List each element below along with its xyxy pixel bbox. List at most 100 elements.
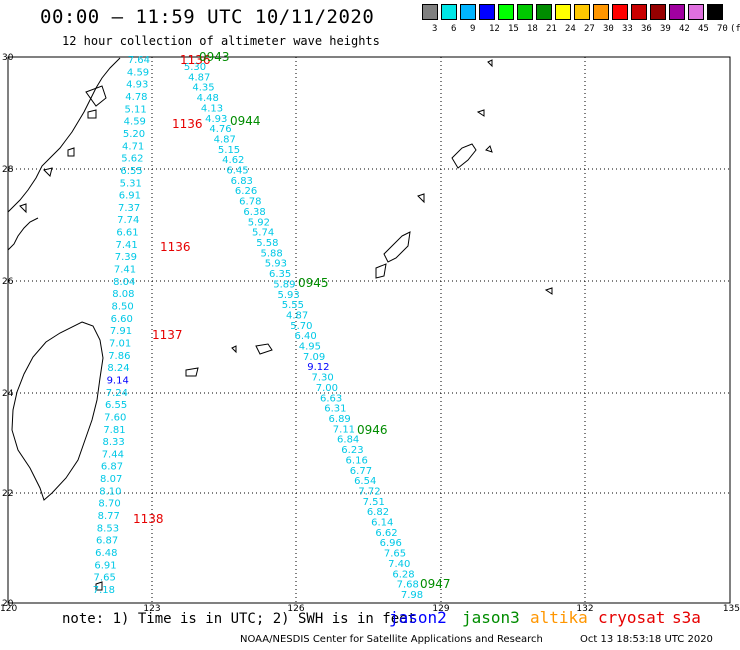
scale-swatch: [612, 4, 628, 20]
swh-value-west: 7.60: [104, 412, 126, 423]
scale-swatch: [479, 4, 495, 20]
swh-value-east: 5.55: [282, 300, 304, 311]
swh-value-east: 6.63: [320, 393, 342, 404]
swh-value-east: 4.95: [299, 342, 321, 353]
scale-label: 30: [603, 24, 614, 34]
swh-value-west: 8.70: [98, 499, 120, 510]
swh-value-east: 6.28: [392, 569, 414, 580]
swh-value-east: 6.23: [341, 445, 363, 456]
cryosat-time-label: 1136: [172, 117, 203, 131]
scale-label: 3: [432, 24, 438, 34]
scale-label: 6: [451, 24, 457, 34]
jason3-time-label: 0944: [230, 114, 261, 128]
swh-value-east: 5.74: [252, 228, 274, 239]
china-coastline: [7, 57, 121, 213]
swh-value-west: 6.48: [95, 548, 117, 559]
cryosat-time-label: 1136: [180, 53, 211, 67]
swh-value-east: 6.16: [346, 455, 368, 466]
swh-value-west: 8.08: [112, 289, 134, 300]
swh-value-west: 8.53: [97, 523, 119, 534]
swh-value-east: 4.76: [209, 124, 231, 135]
swh-value-east: 5.58: [256, 238, 278, 249]
swh-value-west: 8.50: [111, 302, 133, 313]
swh-value-west: 6.91: [119, 191, 141, 202]
swh-value-east: 6.40: [294, 331, 316, 342]
swh-value-east: 6.77: [350, 466, 372, 477]
swh-value-west: 5.31: [120, 178, 142, 189]
swh-value-west: 9.14: [107, 375, 129, 386]
swh-value-east: 6.78: [239, 197, 261, 208]
swh-value-west: 7.18: [93, 585, 115, 596]
map-frame: [7, 56, 731, 604]
latitude-label: 28: [2, 165, 14, 175]
longitude-label: 135: [723, 604, 740, 614]
swh-value-west: 6.55: [105, 400, 127, 411]
swh-value-east: 6.96: [380, 538, 402, 549]
swh-value-east: 6.35: [269, 269, 291, 280]
swh-value-west: 8.77: [98, 511, 120, 522]
swh-value-east: 7.11: [333, 424, 355, 435]
swh-value-east: 6.26: [235, 186, 257, 197]
cryosat-time-label: 1138: [133, 512, 164, 526]
latitude-label: 30: [2, 53, 14, 63]
mission-jason2: jason2: [389, 608, 447, 627]
longitude-label: 132: [576, 604, 593, 614]
jason3-time-label: 0946: [357, 423, 388, 437]
scale-label: 42: [679, 24, 690, 34]
scale-unit: (ft): [730, 24, 740, 34]
swh-value-east: 7.30: [312, 373, 334, 384]
latitude-label: 24: [2, 389, 14, 399]
swh-value-east: 9.12: [307, 362, 329, 373]
longitude-label: 126: [287, 604, 304, 614]
swh-value-east: 6.62: [375, 528, 397, 539]
scale-swatch: [593, 4, 609, 20]
swh-value-east: 5.89: [273, 279, 295, 290]
swh-value-east: 4.87: [188, 72, 210, 83]
credit-agency: NOAA/NESDIS Center for Satellite Applica…: [240, 634, 543, 645]
swh-value-east: 6.89: [329, 414, 351, 425]
taiwan-landmass: [11, 321, 104, 501]
swh-value-east: 5.88: [260, 248, 282, 259]
mission-cryosat: cryosat: [598, 608, 666, 627]
swh-value-west: 7.74: [117, 215, 139, 226]
scale-label: 24: [565, 24, 576, 34]
swh-value-east: 4.87: [214, 134, 236, 145]
swh-value-east: 7.65: [384, 549, 406, 560]
scale-label: 12: [489, 24, 500, 34]
swh-value-east: 7.40: [388, 559, 410, 570]
jason3-time-label: 0947: [420, 577, 451, 591]
scale-swatch: [669, 4, 685, 20]
swh-value-east: 7.00: [316, 383, 338, 394]
swh-value-east: 4.35: [192, 83, 214, 94]
swh-value-east: 6.14: [371, 518, 393, 529]
swh-value-east: 6.31: [324, 404, 346, 415]
scale-label: 39: [660, 24, 671, 34]
scale-swatch: [555, 4, 571, 20]
legend-note: note: 1) Time is in UTC; 2) SWH is in fe…: [62, 611, 417, 627]
swh-value-west: 7.24: [106, 388, 128, 399]
jason3-time-label: 0943: [199, 50, 230, 64]
swh-value-west: 7.91: [110, 326, 132, 337]
scale-swatch: [536, 4, 552, 20]
swh-value-west: 4.59: [124, 117, 146, 128]
swh-value-east: 4.62: [222, 155, 244, 166]
swh-value-east: 5.93: [265, 259, 287, 270]
scale-label: 33: [622, 24, 633, 34]
satellite-tracks: 7.644.594.934.785.114.595.204.715.626.55…: [93, 50, 451, 601]
longitude-label: 123: [143, 604, 160, 614]
scale-swatch: [650, 4, 666, 20]
swh-value-east: 7.98: [401, 590, 423, 601]
scale-label: 21: [546, 24, 557, 34]
swh-value-east: 4.87: [286, 310, 308, 321]
swh-value-west: 8.04: [113, 277, 135, 288]
swh-value-west: 7.44: [102, 449, 124, 460]
swh-value-west: 6.55: [120, 166, 142, 177]
swh-value-west: 7.65: [94, 573, 116, 584]
scale-swatch: [517, 4, 533, 20]
scale-label: 9: [470, 24, 476, 34]
swh-value-west: 6.87: [101, 462, 123, 473]
cryosat-time-label: 1137: [152, 328, 183, 342]
scale-swatch: [574, 4, 590, 20]
swh-value-east: 5.15: [218, 145, 240, 156]
